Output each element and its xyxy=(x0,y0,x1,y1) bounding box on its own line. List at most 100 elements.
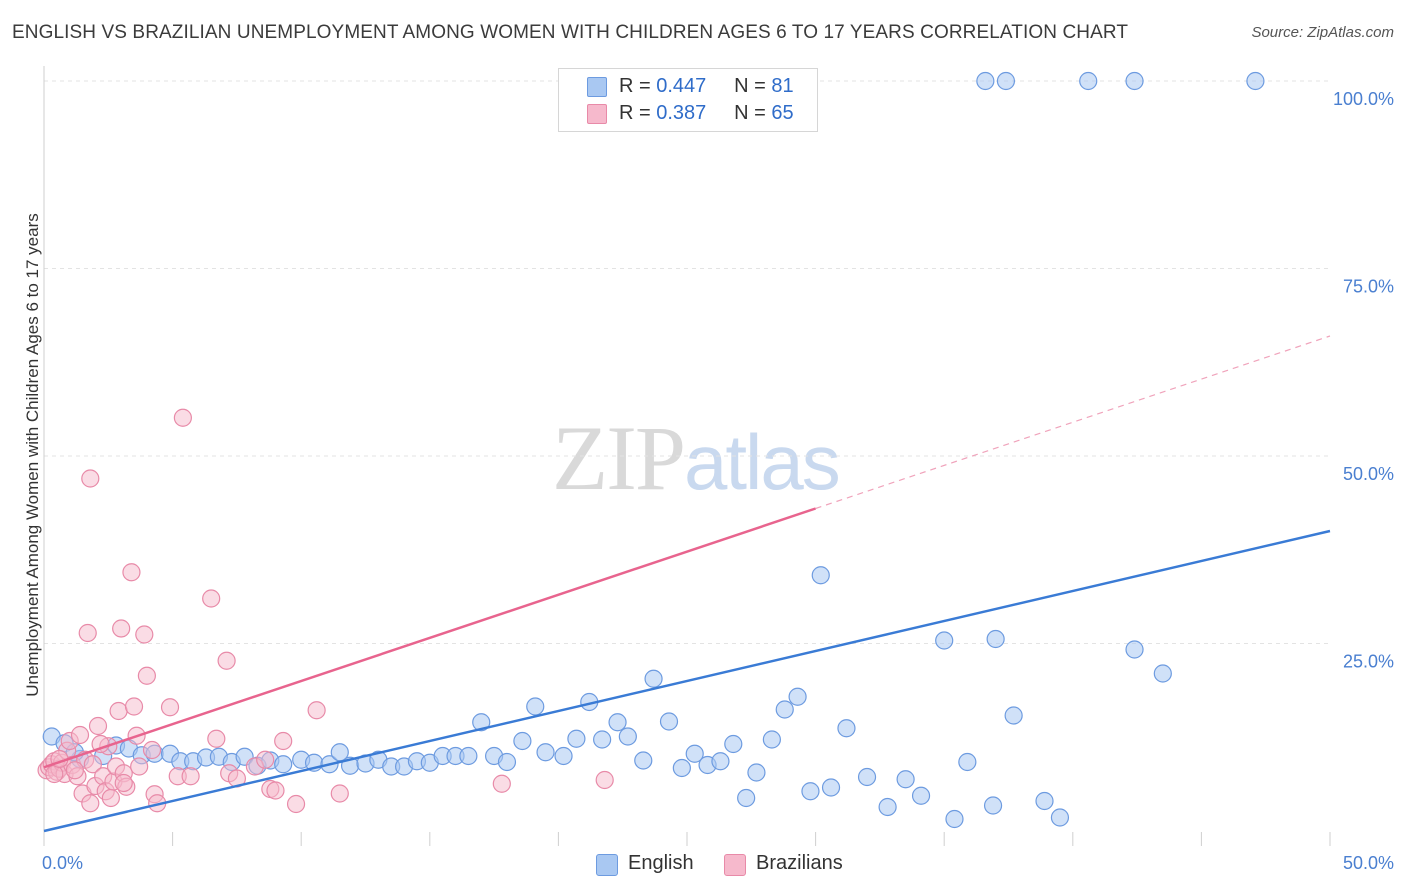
english-point xyxy=(1050,808,1070,827)
grid xyxy=(44,80,1330,644)
english-point xyxy=(811,566,830,585)
english-trend-line xyxy=(43,529,1331,833)
english-point xyxy=(608,713,627,732)
english-point xyxy=(536,743,555,762)
english-point xyxy=(513,731,532,751)
english-point xyxy=(986,629,1005,649)
english-point xyxy=(554,746,573,766)
brazilians-point xyxy=(256,750,275,769)
english-point xyxy=(857,767,877,787)
watermark: ZIPatlas xyxy=(552,405,841,511)
english-point xyxy=(1079,71,1098,91)
legend-swatch-brazilians xyxy=(724,854,746,876)
brazilians-trend-extension xyxy=(815,335,1331,510)
y-axis-label: Unemployment Among Women with Children A… xyxy=(23,213,42,697)
english-point xyxy=(1246,71,1265,91)
english-point xyxy=(711,752,730,771)
brazilians-point xyxy=(142,740,162,760)
brazilians-point xyxy=(135,625,154,644)
brazilians-point xyxy=(65,761,84,780)
english-point xyxy=(634,751,653,770)
brazilians-point xyxy=(112,619,131,638)
brazilians-point xyxy=(202,589,221,608)
english-point xyxy=(526,697,545,716)
brazilians-point xyxy=(130,757,149,776)
brazilians-point xyxy=(122,563,141,582)
legend-swatch-brazilians xyxy=(587,104,607,124)
brazilians-point xyxy=(88,716,108,736)
legend-r-value-english: 0.447 xyxy=(656,75,707,97)
brazilians-point xyxy=(83,755,102,774)
english-points xyxy=(42,71,1265,829)
english-point xyxy=(911,786,931,805)
y-tick-label: 75.0% xyxy=(1343,277,1394,297)
brazilians-point xyxy=(160,698,180,717)
english-point xyxy=(567,729,586,748)
brazilians-point xyxy=(81,469,100,488)
legend-r-label: R = xyxy=(619,102,651,124)
english-point xyxy=(497,752,517,772)
legend-label-english: English xyxy=(628,852,694,874)
brazilians-point xyxy=(266,781,285,800)
english-point xyxy=(983,796,1003,815)
brazilians-point xyxy=(81,794,100,813)
x-tick-label: 0.0% xyxy=(42,853,83,873)
english-point xyxy=(593,730,612,749)
brazilians-point xyxy=(307,701,326,720)
brazilians-point xyxy=(286,794,306,814)
english-point xyxy=(618,727,637,746)
english-point xyxy=(724,734,743,754)
brazilians-point xyxy=(274,731,293,751)
english-point xyxy=(1125,640,1144,659)
axes xyxy=(43,66,1331,846)
y-tick-label: 50.0% xyxy=(1343,464,1394,484)
english-point xyxy=(801,782,820,801)
watermark-zip: ZIP xyxy=(552,407,686,509)
legend-label-brazilians: Brazilians xyxy=(756,852,843,874)
y-tick-label: 100.0% xyxy=(1333,89,1394,109)
english-point xyxy=(1125,71,1144,91)
legend-n-value-brazilians: 65 xyxy=(771,102,794,124)
english-point xyxy=(896,770,915,789)
english-point xyxy=(976,71,995,91)
english-point xyxy=(1153,664,1172,683)
english-point xyxy=(945,809,964,829)
brazilians-point xyxy=(137,666,156,685)
english-point xyxy=(644,669,663,688)
legend-n-label: N = xyxy=(734,102,766,124)
brazilians-point xyxy=(492,774,511,793)
brazilians-point xyxy=(330,784,349,803)
english-point xyxy=(274,755,293,774)
english-point xyxy=(747,763,766,782)
legend-swatch-english xyxy=(596,854,618,876)
english-point xyxy=(775,700,794,719)
brazilians-point xyxy=(91,734,110,754)
chart-source: Source: ZipAtlas.com xyxy=(1251,24,1394,41)
chart-title: ENGLISH VS BRAZILIAN UNEMPLOYMENT AMONG … xyxy=(12,22,1129,43)
english-point xyxy=(958,752,977,772)
brazilians-point xyxy=(114,773,133,793)
brazilians-point xyxy=(207,729,226,748)
english-point xyxy=(685,744,704,763)
brazilians-point xyxy=(173,408,192,427)
english-point xyxy=(737,788,756,808)
legend-swatch-english xyxy=(587,77,607,97)
legend-n-value-english: 81 xyxy=(771,75,794,97)
brazilians-point xyxy=(595,770,614,790)
english-point xyxy=(837,719,856,738)
brazilians-point xyxy=(78,623,97,643)
english-point xyxy=(878,797,897,817)
brazilians-point xyxy=(181,767,200,786)
brazilians-point xyxy=(217,651,236,670)
brazilians-point xyxy=(124,697,144,716)
english-point xyxy=(762,730,781,749)
trend-lines xyxy=(43,335,1331,833)
brazilians-point xyxy=(109,701,128,721)
english-point xyxy=(672,758,691,778)
english-point xyxy=(459,746,478,766)
tick-labels: 100.0% 75.0% 50.0% 25.0% 0.0% 50.0% xyxy=(42,89,1394,873)
legend-r-label: R = xyxy=(619,75,651,97)
brazilians-point xyxy=(70,725,90,745)
brazilians-points xyxy=(37,71,743,814)
